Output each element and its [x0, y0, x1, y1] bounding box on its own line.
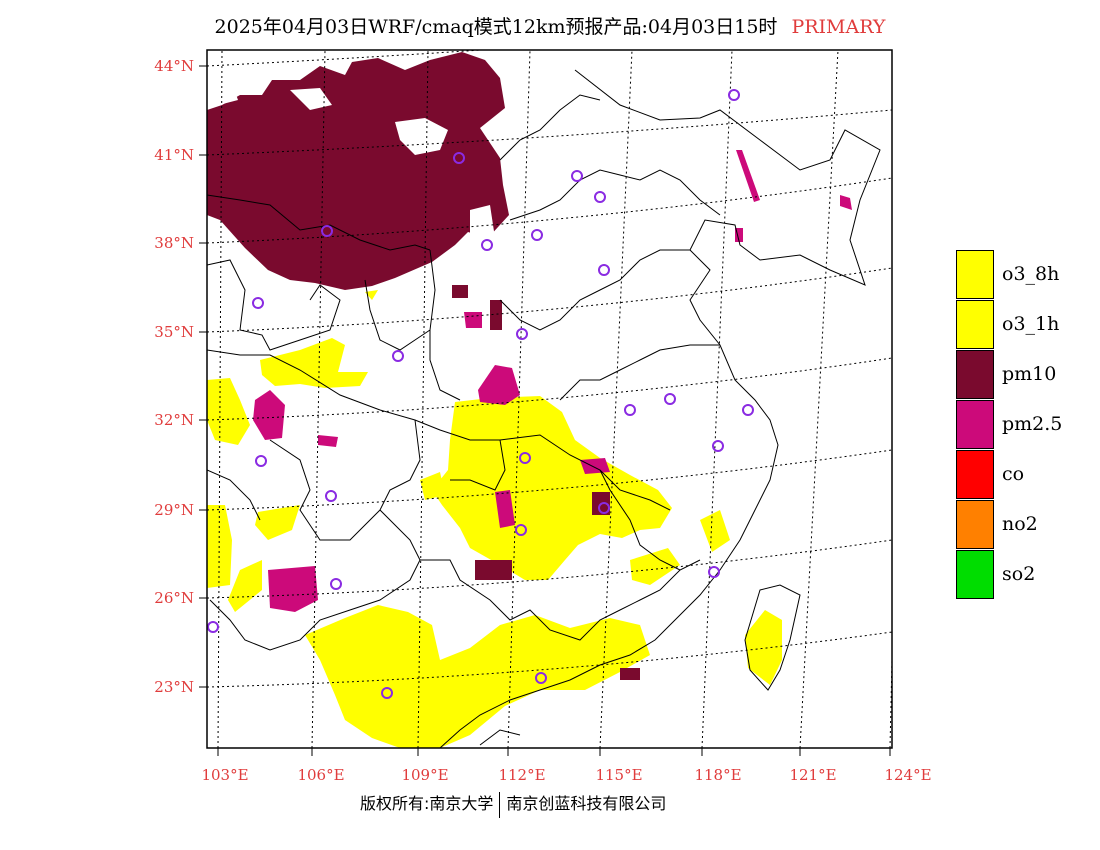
legend-swatch — [956, 449, 994, 499]
legend-label: co — [1002, 463, 1025, 485]
coastline — [439, 69, 881, 748]
city-marker — [252, 297, 264, 309]
city-marker — [481, 239, 493, 251]
city-marker — [516, 328, 528, 340]
legend-swatch — [956, 549, 994, 599]
legend-item-pm10: pm10 — [956, 349, 1086, 399]
legend-item-so2: so2 — [956, 549, 1086, 599]
lon-label: 109°E — [401, 766, 449, 784]
city-marker — [453, 152, 465, 164]
legend-label: so2 — [1002, 563, 1036, 585]
city-marker — [392, 350, 404, 362]
map-frame — [206, 49, 893, 749]
lon-label: 121°E — [789, 766, 837, 784]
city-marker — [321, 225, 333, 237]
city-marker — [255, 455, 267, 467]
city-marker — [515, 524, 527, 536]
legend-label: o3_8h — [1002, 263, 1060, 285]
city-marker — [519, 452, 531, 464]
legend-item-pm25: pm2.5 — [956, 399, 1086, 449]
lat-label: 35°N — [154, 323, 194, 341]
lon-label: 106°E — [297, 766, 345, 784]
title-main: 2025年04月03日WRF/cmaq模式12km预报产品:04月03日15时 — [214, 16, 778, 38]
legend-item-no2: no2 — [956, 499, 1086, 549]
legend-item-o3-1h: o3_1h — [956, 299, 1086, 349]
lat-label: 32°N — [154, 411, 194, 429]
legend-swatch — [956, 349, 994, 399]
city-marker — [535, 672, 547, 684]
lon-label: 103°E — [201, 766, 249, 784]
city-marker — [712, 440, 724, 452]
legend-label: o3_1h — [1002, 313, 1060, 335]
o3-region-south — [305, 605, 650, 748]
legend-label: pm10 — [1002, 363, 1057, 385]
legend-label: no2 — [1002, 513, 1038, 535]
legend-item-o3-8h: o3_8h — [956, 249, 1086, 299]
lon-label: 124°E — [884, 766, 932, 784]
pm25-region-hubei — [478, 365, 520, 405]
lat-label: 41°N — [154, 146, 194, 164]
city-marker — [664, 393, 676, 405]
city-marker — [728, 89, 740, 101]
o3-region-central — [432, 396, 672, 580]
copyright-right: 南京创蓝科技有限公司 — [506, 794, 667, 813]
copyright-left: 版权所有:南京大学 — [360, 794, 494, 813]
lat-label: 38°N — [154, 234, 194, 252]
city-marker — [330, 578, 342, 590]
legend-swatch — [956, 249, 994, 299]
legend-swatch — [956, 299, 994, 349]
city-marker — [531, 229, 543, 241]
o3-region-west — [260, 338, 368, 388]
legend-item-co: co — [956, 449, 1086, 499]
title-tag: PRIMARY — [791, 16, 886, 38]
city-marker — [708, 566, 720, 578]
pm25-region-sichuan — [253, 390, 285, 440]
lat-label: 23°N — [154, 678, 194, 696]
legend-swatch — [956, 399, 994, 449]
city-marker — [742, 404, 754, 416]
lon-label: 112°E — [498, 766, 546, 784]
city-marker — [594, 191, 606, 203]
copyright-footer: 版权所有:南京大学 南京创蓝科技有限公司 — [360, 790, 666, 818]
city-marker — [381, 687, 393, 699]
map-title: 2025年04月03日WRF/cmaq模式12km预报产品:04月03日15时 P… — [0, 12, 1100, 39]
lat-label: 44°N — [154, 57, 194, 75]
city-marker — [207, 621, 219, 633]
lon-label: 118°E — [694, 766, 742, 784]
footer-divider — [499, 791, 501, 818]
lat-label: 29°N — [154, 501, 194, 519]
city-marker — [325, 490, 337, 502]
legend-swatch — [956, 499, 994, 549]
legend-label: pm2.5 — [1002, 413, 1063, 435]
lon-label: 115°E — [595, 766, 643, 784]
pm10-region-north — [207, 52, 509, 290]
city-marker — [598, 264, 610, 276]
lat-label: 26°N — [154, 589, 194, 607]
city-marker — [598, 502, 610, 514]
pollutant-legend: o3_8h o3_1h pm10 pm2.5 co no2 so2 — [956, 249, 1086, 599]
pm25-region-guizhou — [268, 566, 318, 612]
city-marker — [571, 170, 583, 182]
city-marker — [624, 404, 636, 416]
